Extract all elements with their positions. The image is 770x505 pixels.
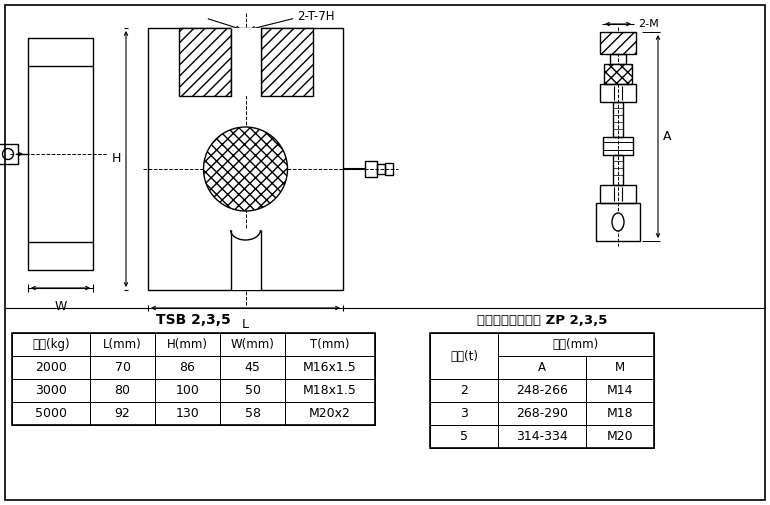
Text: 70: 70 — [115, 361, 130, 374]
Text: 2: 2 — [460, 384, 468, 397]
Text: 2000: 2000 — [35, 361, 67, 374]
Bar — [90, 402, 155, 425]
Text: 100: 100 — [176, 384, 199, 397]
Bar — [613, 102, 623, 137]
Text: 86: 86 — [179, 361, 196, 374]
Bar — [498, 333, 654, 356]
Bar — [430, 333, 498, 379]
Bar — [230, 28, 260, 96]
Text: 314-334: 314-334 — [516, 430, 568, 443]
Bar — [586, 379, 654, 402]
Text: 248-266: 248-266 — [516, 384, 568, 397]
Text: 3: 3 — [460, 407, 468, 420]
Text: 容量(kg): 容量(kg) — [32, 338, 70, 351]
Bar — [610, 54, 626, 64]
Bar — [28, 38, 93, 270]
Bar — [90, 356, 155, 379]
Text: 5: 5 — [460, 430, 468, 443]
Text: 45: 45 — [245, 361, 260, 374]
Bar — [155, 379, 220, 402]
Bar — [600, 32, 636, 54]
Bar — [285, 402, 375, 425]
Bar — [285, 356, 375, 379]
Text: 50: 50 — [245, 384, 260, 397]
Bar — [12, 379, 90, 402]
Text: 80: 80 — [115, 384, 130, 397]
Bar — [12, 333, 90, 356]
Bar — [90, 379, 155, 402]
Bar — [498, 379, 586, 402]
Bar — [600, 185, 636, 203]
Bar — [155, 402, 220, 425]
Text: H: H — [112, 153, 121, 166]
Bar — [586, 402, 654, 425]
Bar — [377, 164, 385, 174]
Bar — [430, 402, 498, 425]
Text: 3000: 3000 — [35, 384, 67, 397]
Bar — [285, 333, 375, 356]
Bar — [12, 402, 90, 425]
Text: 2-T-7H: 2-T-7H — [297, 10, 335, 23]
Text: W(mm): W(mm) — [230, 338, 274, 351]
Text: 2-M: 2-M — [638, 19, 659, 29]
Text: TSB 2,3,5: TSB 2,3,5 — [156, 313, 231, 327]
Bar — [90, 333, 155, 356]
Bar — [12, 333, 375, 425]
Bar — [613, 155, 623, 185]
Bar — [430, 425, 498, 448]
Bar — [148, 28, 343, 290]
Text: M18: M18 — [607, 407, 633, 420]
Bar — [260, 28, 313, 96]
Text: 容量(t): 容量(t) — [450, 349, 478, 363]
Text: 92: 92 — [115, 407, 130, 420]
Text: 58: 58 — [245, 407, 260, 420]
Bar — [596, 203, 640, 241]
Text: 5000: 5000 — [35, 407, 67, 420]
Text: M16x1.5: M16x1.5 — [303, 361, 357, 374]
Bar — [385, 163, 393, 175]
Bar — [220, 379, 285, 402]
Bar — [220, 356, 285, 379]
Bar — [179, 28, 230, 96]
Text: M20: M20 — [607, 430, 633, 443]
Bar — [430, 333, 654, 448]
Bar — [0, 144, 18, 164]
Ellipse shape — [203, 127, 287, 211]
Text: 关节轴承式连接件 ZP 2,3,5: 关节轴承式连接件 ZP 2,3,5 — [477, 314, 608, 327]
Bar — [285, 379, 375, 402]
Bar — [12, 356, 90, 379]
Text: H(mm): H(mm) — [167, 338, 208, 351]
Bar — [498, 402, 586, 425]
Ellipse shape — [612, 213, 624, 231]
Bar — [586, 425, 654, 448]
Bar — [586, 356, 654, 379]
Bar — [600, 84, 636, 102]
Text: M14: M14 — [607, 384, 633, 397]
Bar — [230, 230, 260, 290]
Bar — [498, 425, 586, 448]
Text: L(mm): L(mm) — [103, 338, 142, 351]
Bar — [604, 64, 632, 84]
Text: A: A — [663, 130, 671, 143]
Bar — [220, 402, 285, 425]
Text: T(mm): T(mm) — [310, 338, 350, 351]
Text: 尺寸(mm): 尺寸(mm) — [553, 338, 599, 351]
Bar — [365, 161, 377, 177]
Text: M: M — [615, 361, 625, 374]
Text: 268-290: 268-290 — [516, 407, 568, 420]
Bar — [498, 356, 586, 379]
Bar — [220, 333, 285, 356]
Bar — [603, 137, 633, 155]
Bar — [155, 356, 220, 379]
Bar — [155, 333, 220, 356]
Text: W: W — [55, 300, 67, 313]
Text: A: A — [538, 361, 546, 374]
Text: M18x1.5: M18x1.5 — [303, 384, 357, 397]
Text: L: L — [242, 318, 249, 331]
Text: 130: 130 — [176, 407, 199, 420]
Bar — [430, 379, 498, 402]
Text: M20x2: M20x2 — [309, 407, 351, 420]
